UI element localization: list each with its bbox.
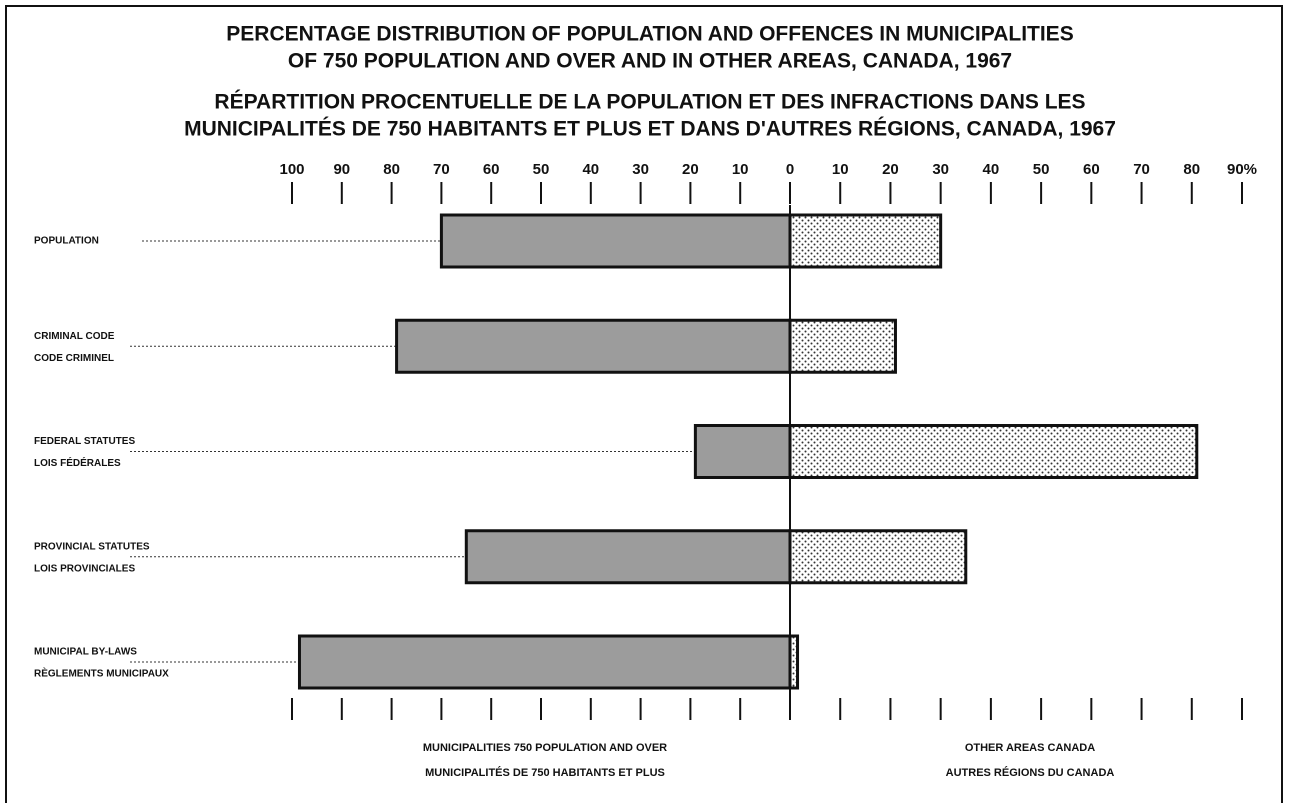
- category-label: LOIS PROVINCIALES: [34, 563, 135, 574]
- x-tick-label: 10: [732, 161, 749, 178]
- frame: [5, 5, 1283, 803]
- x-tick-label: 70: [1133, 161, 1150, 178]
- category-label: CRIMINAL CODE: [34, 331, 115, 342]
- title-line: OF 750 POPULATION AND OVER AND IN OTHER …: [288, 50, 1012, 73]
- legend-label: AUTRES RÉGIONS DU CANADA: [946, 766, 1115, 779]
- legend-label: MUNICIPALITIES 750 POPULATION AND OVER: [423, 742, 667, 754]
- x-tick-label: 90: [333, 161, 350, 178]
- x-tick-label: 80: [383, 161, 400, 178]
- x-tick-label: 10: [832, 161, 849, 178]
- x-tick-label: 30: [632, 161, 649, 178]
- bar: [788, 529, 968, 585]
- x-tick-label: 40: [582, 161, 599, 178]
- bar: [439, 213, 792, 269]
- title-line: PERCENTAGE DISTRIBUTION OF POPULATION AN…: [226, 23, 1073, 46]
- bar: [297, 634, 792, 690]
- legend-label: OTHER AREAS CANADA: [965, 742, 1095, 754]
- subtitle-line: MUNICIPALITÉS DE 750 HABITANTS ET PLUS E…: [184, 118, 1116, 141]
- bar: [788, 213, 943, 269]
- x-tick-label: 100: [279, 161, 304, 178]
- category-label: RÈGLEMENTS MUNICIPAUX: [34, 667, 169, 680]
- bar: [693, 424, 792, 479]
- bar: [788, 424, 1199, 479]
- x-tick-label: 80: [1183, 161, 1200, 178]
- x-tick-label: 30: [932, 161, 949, 178]
- x-tick-label: 20: [682, 161, 699, 178]
- subtitle-line: RÉPARTITION PROCENTUELLE DE LA POPULATIO…: [214, 91, 1085, 114]
- bar: [464, 529, 792, 585]
- x-tick-label: 20: [882, 161, 899, 178]
- category-label: PROVINCIAL STATUTES: [34, 541, 150, 552]
- x-tick-label: 50: [533, 161, 550, 178]
- category-label: FEDERAL STATUTES: [34, 436, 135, 447]
- category-label: POPULATION: [34, 236, 99, 247]
- x-tick-label: 50: [1033, 161, 1050, 178]
- category-label: CODE CRIMINEL: [34, 353, 114, 364]
- x-tick-label: 70: [433, 161, 450, 178]
- category-label: LOIS FÉDÉRALES: [34, 456, 121, 469]
- x-tick-label: 60: [1083, 161, 1100, 178]
- legend-label: MUNICIPALITÉS DE 750 HABITANTS ET PLUS: [425, 766, 665, 779]
- x-tick-label: 40: [983, 161, 1000, 178]
- bar: [395, 318, 792, 374]
- category-label: MUNICIPAL BY-LAWS: [34, 647, 137, 658]
- x-tick-label: 0: [786, 161, 794, 178]
- x-tick-label: 60: [483, 161, 500, 178]
- x-tick-label: 90%: [1227, 161, 1257, 178]
- bar: [788, 318, 897, 374]
- bar: [788, 634, 800, 690]
